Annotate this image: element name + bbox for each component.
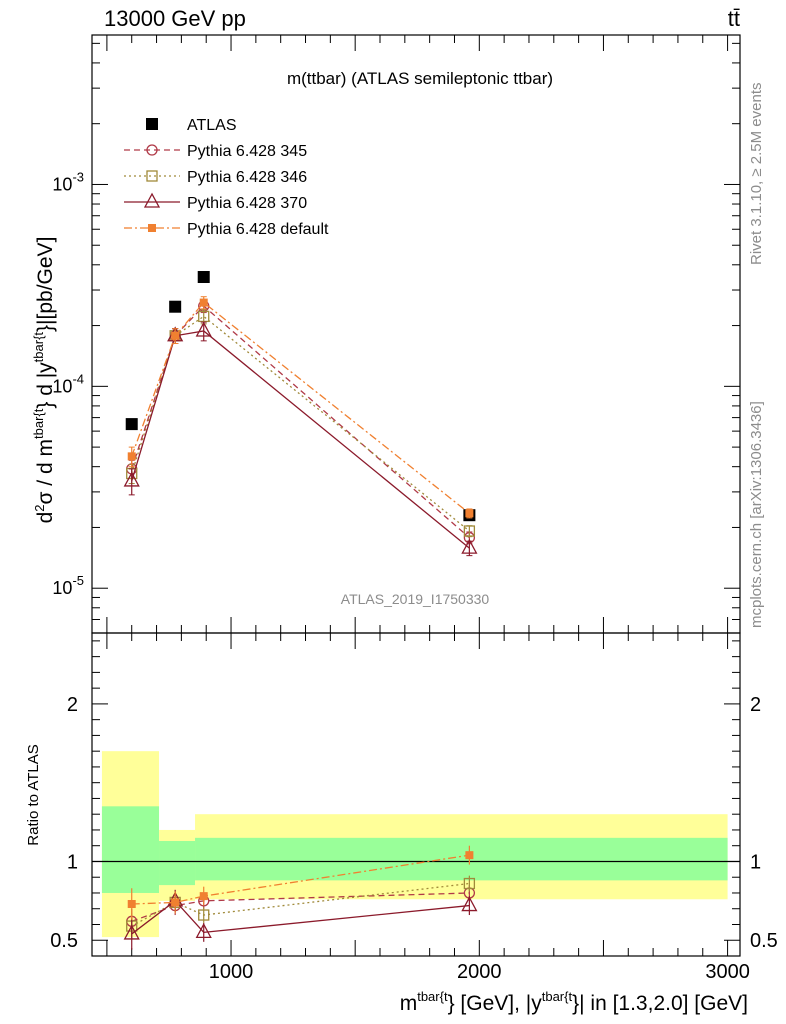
data-point — [461, 538, 478, 554]
data-point — [146, 144, 158, 156]
inner-band — [195, 837, 728, 881]
y-tick-label: 10-3 — [52, 169, 84, 194]
data-point — [197, 271, 210, 284]
data-point — [169, 300, 182, 313]
x-tick-label: 1000 — [209, 961, 254, 983]
data-point — [465, 509, 474, 518]
legend-label: Pythia 6.428 346 — [187, 169, 307, 186]
data-point — [461, 896, 478, 912]
axes: 10-5 10-4 10-3 0.5 0.5 1 1 2 2 1000 2000 3000 — [50, 35, 778, 983]
legend-label: ATLAS — [187, 117, 237, 134]
y-tick-label: 10-4 — [52, 371, 84, 396]
legend-label: Pythia 6.428 370 — [187, 195, 307, 212]
mcplots-label: mcplots.cern.ch [arXiv:1306.3436] — [748, 401, 765, 628]
legend-label: Pythia 6.428 345 — [187, 143, 307, 160]
main-y-label: d2σ / d mtbar{t} d |ytbar{t}|[pb/GeV] — [31, 237, 57, 524]
data-point — [146, 118, 158, 130]
ratio-y-tick-label-right: 0.5 — [750, 930, 778, 952]
data-point — [171, 898, 180, 907]
data-point — [171, 331, 180, 340]
series-line — [131, 315, 470, 532]
ratio-line — [131, 899, 470, 935]
data-point — [199, 298, 208, 307]
inner-band — [101, 806, 160, 893]
data-point — [195, 321, 212, 337]
data-point — [123, 924, 140, 940]
data-point — [463, 877, 476, 890]
ratio-line — [131, 882, 470, 927]
data-point — [125, 418, 138, 431]
rivet-label: Rivet 3.1.10, ≥ 2.5M events — [748, 83, 765, 266]
main-title: m(ttbar) (ATLAS semileptonic ttbar) — [287, 69, 553, 88]
x-axis-label: mtbar{t} [GeV], |ytbar{t}| in [1.3,2.0] … — [400, 989, 748, 1015]
ratio-y-tick-label: 0.5 — [50, 930, 78, 952]
series-line — [131, 330, 470, 549]
data-point — [198, 310, 210, 323]
ratio-series — [123, 845, 478, 950]
watermark: ATLAS_2019_I1750330 — [341, 591, 490, 607]
legend-label: Pythia 6.428 default — [187, 221, 329, 238]
data-point — [195, 922, 212, 939]
inner-band — [159, 840, 196, 886]
data-point — [148, 224, 156, 232]
series-line — [131, 301, 470, 514]
data-point — [123, 471, 140, 487]
data-point — [465, 851, 474, 860]
data-point — [127, 900, 136, 909]
data-point — [127, 452, 136, 461]
data-point — [463, 525, 476, 537]
ratio-y-label: Ratio to ATLAS — [25, 744, 42, 845]
ratio-y-tick-label: 1 — [67, 851, 78, 873]
data-point — [143, 192, 161, 208]
x-tick-label: 2000 — [457, 961, 502, 983]
data-point — [146, 170, 158, 182]
header-right: tt̄ — [728, 6, 740, 31]
ratio-y-tick-label: 2 — [67, 694, 78, 716]
ratio-y-tick-label-right: 1 — [750, 851, 761, 873]
ratio-y-tick-label-right: 2 — [750, 694, 761, 716]
main-series — [123, 271, 478, 557]
ratio-frame — [91, 632, 741, 957]
ratio-line — [131, 854, 470, 905]
data-point — [199, 892, 208, 901]
data-point — [198, 909, 210, 921]
x-tick-label: 3000 — [705, 961, 750, 983]
ratio-line — [131, 892, 470, 922]
legend: ATLAS Pythia 6.428 345 Pythia 6.428 346 Pyt… — [124, 117, 329, 238]
y-tick-label: 10-5 — [52, 573, 84, 598]
series-line — [131, 305, 470, 539]
header-left: 13000 GeV pp — [104, 6, 246, 31]
